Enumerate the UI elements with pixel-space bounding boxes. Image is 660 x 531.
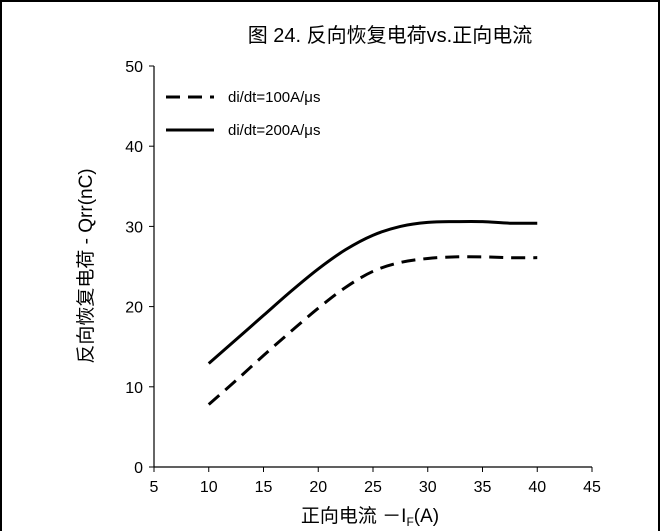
x-axis-label: 正向电流 －IF(A) bbox=[301, 505, 439, 529]
x-tick-label: 45 bbox=[583, 479, 601, 496]
x-axis-label-unit: (A) bbox=[414, 506, 439, 527]
x-tick-label: 15 bbox=[255, 479, 273, 496]
legend-label-2: di/dt=200A/μs bbox=[228, 122, 320, 139]
legend-label-1: di/dt=100A/μs bbox=[228, 89, 320, 106]
x-tick-label: 25 bbox=[364, 479, 382, 496]
y-tick-label: 0 bbox=[134, 460, 143, 477]
chart-title: 图 24. 反向恢复电荷vs.正向电流 bbox=[248, 24, 532, 47]
x-tick-label: 35 bbox=[474, 479, 492, 496]
x-tick-label: 30 bbox=[419, 479, 437, 496]
x-axis-label-subscript: F bbox=[406, 515, 413, 529]
series-line-1 bbox=[207, 255, 538, 406]
y-tick-label: 50 bbox=[125, 59, 143, 76]
x-tick-label: 5 bbox=[150, 479, 159, 496]
series-line-2 bbox=[207, 219, 538, 365]
y-tick-label: 10 bbox=[125, 380, 143, 397]
series-lines bbox=[207, 219, 538, 406]
x-tick-label: 10 bbox=[200, 479, 218, 496]
y-tick-label: 40 bbox=[125, 139, 143, 156]
x-tick-label: 40 bbox=[528, 479, 546, 496]
axes bbox=[153, 66, 592, 468]
x-ticks: 5 10 15 20 25 30 35 40 45 bbox=[150, 467, 601, 496]
legend: di/dt=100A/μs di/dt=200A/μs bbox=[166, 89, 320, 139]
y-tick-label: 20 bbox=[125, 300, 143, 317]
x-axis-label-main: 正向电流 －I bbox=[301, 505, 407, 527]
y-tick-label: 30 bbox=[125, 219, 143, 236]
y-axis-label: 反向恢复电荷 - Qrr(nC) bbox=[75, 168, 97, 363]
y-ticks: 0 10 20 30 40 50 bbox=[125, 59, 154, 477]
x-tick-label: 20 bbox=[309, 479, 327, 496]
